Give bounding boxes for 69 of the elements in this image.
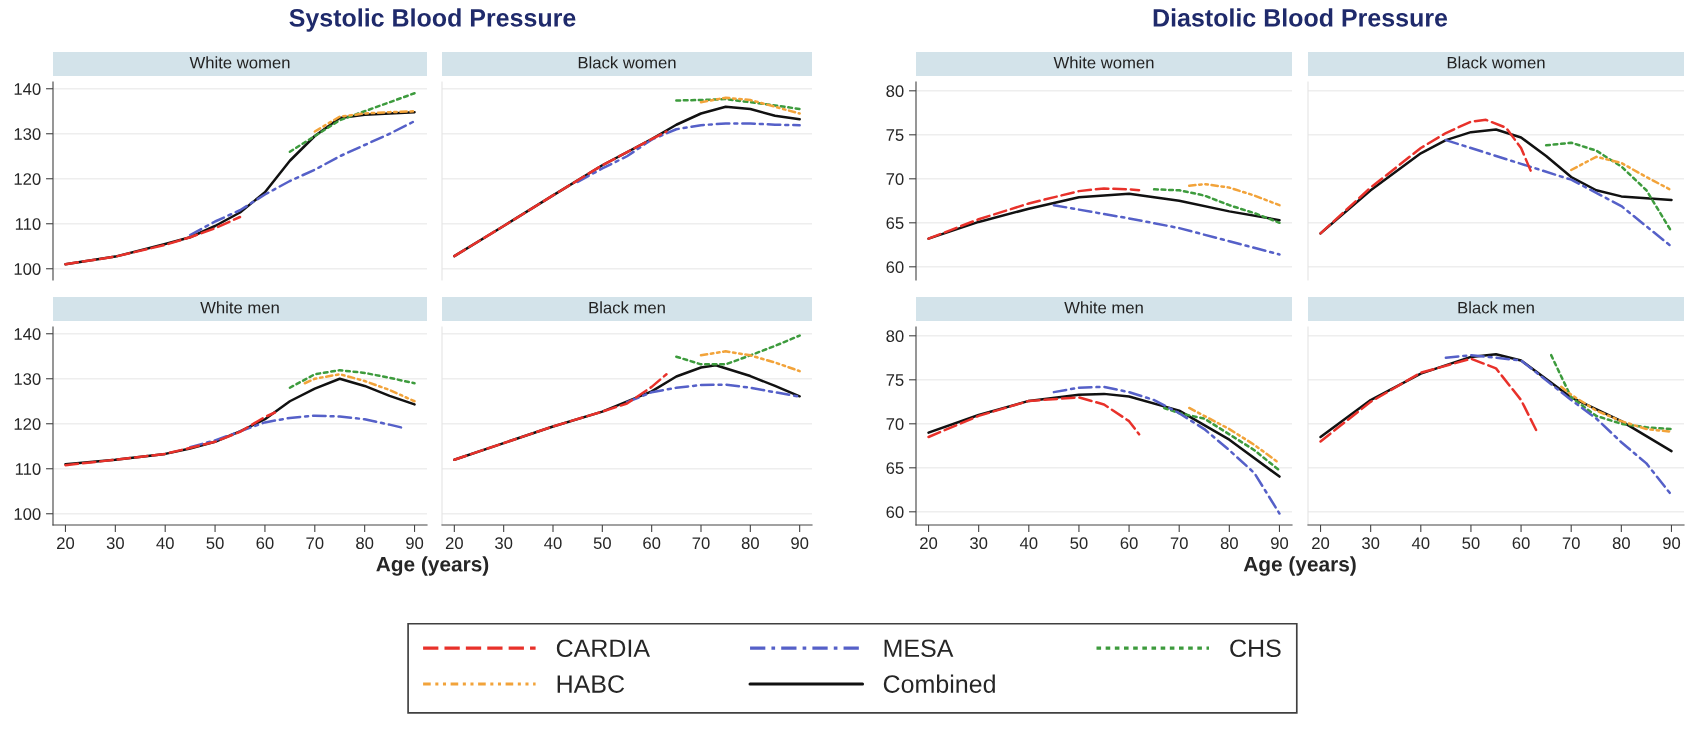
chart-title: White men [200,301,279,314]
x-tick-label: 80 [1220,537,1238,550]
y-tick-label: 120 [14,173,41,185]
x-tick-label: 60 [643,537,661,550]
text: Systolic Blood Pressure [289,8,576,32]
x-tick-label: 30 [106,537,124,550]
x-tick-label: 50 [1462,537,1480,550]
x-axis-title: Age (years) [1243,556,1356,576]
y-tick-label: 110 [15,463,41,475]
y-tick-label: 80 [886,85,904,97]
x-tick-label: 60 [1512,537,1530,550]
y-tick-label: 70 [886,418,904,430]
x-tick-label: 30 [1362,537,1380,550]
x-tick-label: 40 [544,537,562,550]
x-tick-label: 70 [692,537,710,550]
x-tick-label: 90 [1662,537,1681,550]
x-tick-label: 20 [445,537,463,550]
chart-title: White men [1064,301,1143,314]
y-tick-label: 130 [14,373,41,385]
y-tick-label: 70 [886,173,904,185]
x-tick-label: 40 [1019,537,1038,550]
x-tick-label: 50 [593,537,611,550]
y-tick-label: 75 [886,374,904,386]
chart-title: Black men [589,301,665,314]
legend-label: Combined [883,674,995,693]
y-tick-label: 140 [14,83,41,95]
x-axis-title: Age (years) [376,556,489,576]
chart-title: Black women [1447,56,1545,69]
x-tick-label: 70 [1170,537,1188,550]
chart-title: Black men [1458,301,1534,314]
x-tick-label: 60 [1120,537,1138,550]
y-tick-label: 60 [886,261,904,273]
x-tick-label: 50 [1070,537,1088,550]
y-tick-label: 130 [14,128,41,140]
x-tick-label: 20 [57,537,75,550]
x-tick-label: 90 [1270,537,1289,550]
y-tick-label: 120 [14,418,41,430]
x-tick-label: 30 [970,537,988,550]
y-tick-label: 75 [886,129,904,141]
legend-label: HABC [557,675,625,693]
x-tick-label: 70 [306,537,324,550]
y-tick-label: 110 [15,218,41,230]
x-tick-label: 20 [1312,537,1330,550]
x-tick-label: 60 [256,537,274,550]
x-tick-label: 40 [156,537,174,550]
x-tick-label: 80 [1612,537,1630,550]
chart-title: White women [1053,56,1154,69]
y-tick-label: 80 [886,330,904,342]
y-tick-label: 100 [14,263,41,275]
y-tick-label: 60 [886,506,904,518]
x-tick-label: 70 [1562,537,1580,550]
y-tick-label: 140 [14,328,41,340]
x-tick-label: 90 [791,537,809,550]
x-tick-label: 80 [741,537,759,550]
x-tick-label: 40 [1411,537,1430,550]
x-tick-label: 30 [495,537,513,550]
y-tick-label: 65 [886,462,904,474]
chart-title: Black women [578,56,676,69]
legend-label: MESA [884,639,954,658]
x-tick-label: 80 [356,537,374,550]
legend-label: CHS [1230,639,1281,658]
x-tick-label: 90 [406,537,424,550]
y-tick-label: 100 [14,508,41,520]
legend-label: CARDIA [556,639,650,658]
x-tick-label: 50 [206,537,224,550]
chart-title: White women [189,56,290,69]
y-tick-label: 65 [886,217,904,229]
text: Diastolic Blood Pressure [1153,8,1448,27]
x-tick-label: 20 [920,537,938,550]
